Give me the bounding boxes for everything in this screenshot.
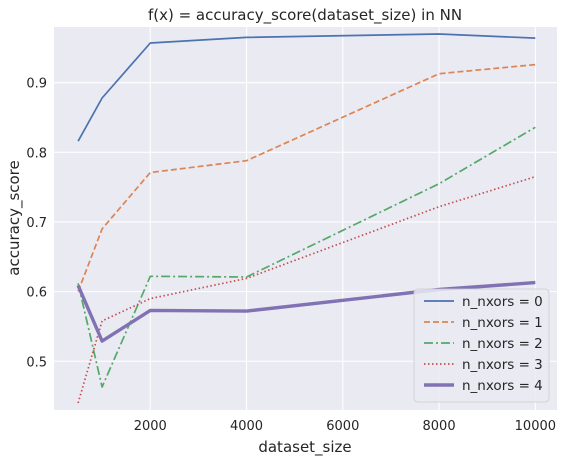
series-line-2 (77, 126, 536, 388)
legend-label-4: n_nxors = 4 (462, 378, 543, 394)
y-ticks: 0.5 0.6 0.7 0.8 0.9 (26, 77, 47, 371)
legend-label-3: n_nxors = 3 (462, 357, 543, 373)
legend-label-0: n_nxors = 0 (462, 294, 543, 310)
legend-box (413, 288, 550, 403)
y-tick-label: 0.6 (26, 286, 47, 301)
y-tick-label: 0.5 (26, 355, 47, 370)
series-line-4 (76, 280, 536, 343)
legend-label-1: n_nxors = 1 (462, 315, 543, 331)
y-tick-label: 0.9 (26, 77, 47, 92)
legend-label-2: n_nxors = 2 (462, 336, 543, 352)
series-line-1 (77, 63, 536, 292)
chart-title: f(x) = accuracy_score(dataset_size) in N… (148, 6, 462, 25)
x-ticks: 2000 4000 6000 8000 10000 (134, 419, 556, 434)
x-tick-label: 2000 (134, 419, 167, 434)
y-axis-label: accuracy_score (5, 160, 24, 275)
x-tick-label: 6000 (326, 419, 359, 434)
series-line-0 (77, 33, 536, 142)
y-tick-label: 0.7 (26, 216, 47, 231)
legend: n_nxors = 0 n_nxors = 1 n_nxors = 2 n_nxors… (413, 288, 550, 403)
series-group (76, 33, 536, 404)
y-tick-label: 0.8 (26, 146, 47, 161)
x-tick-label: 10000 (515, 419, 556, 434)
x-axis-label: dataset_size (258, 438, 351, 457)
x-tick-label: 8000 (423, 419, 456, 434)
x-tick-label: 4000 (230, 419, 263, 434)
